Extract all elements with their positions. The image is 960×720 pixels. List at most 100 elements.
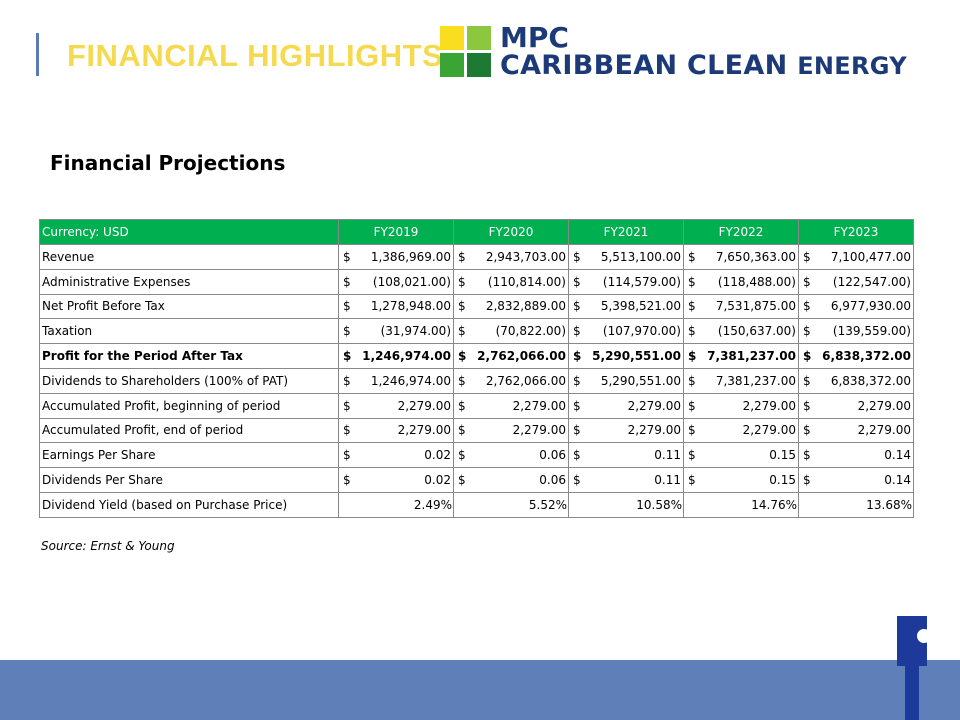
currency-symbol: $ (458, 423, 466, 438)
cell-content: $2,762,066.00 (454, 349, 568, 363)
logo-line-2-tail: ENERGY (797, 52, 907, 80)
table-row: Profit for the Period After Tax $1,246,97… (39, 343, 914, 369)
currency-symbol: $ (573, 249, 581, 264)
cell-content: $2,279.00 (569, 423, 683, 437)
row-label: Profit for the Period After Tax (39, 343, 339, 369)
cell-value: 2,279.00 (512, 398, 566, 413)
currency-symbol: $ (343, 448, 351, 463)
cell-content: $0.06 (454, 473, 568, 487)
logo-square-lightgreen (467, 26, 491, 50)
cell-value: 5,398,521.00 (600, 299, 681, 314)
cell-content: $1,386,969.00 (339, 250, 453, 264)
table-cell: 2.49% (338, 491, 454, 518)
currency-symbol: $ (458, 249, 466, 264)
cell-content: $2,832,889.00 (454, 299, 568, 313)
logo-text: MPC CARIBBEAN CLEAN ENERGY (500, 24, 907, 81)
cell-value: 1,278,948.00 (370, 299, 451, 314)
cell-value: 0.02 (424, 473, 451, 488)
cell-content: $0.02 (339, 448, 453, 462)
table-cell: $6,838,372.00 (798, 343, 914, 369)
cell-value: 0.15 (769, 448, 796, 463)
cell-content: $7,381,237.00 (684, 374, 798, 388)
cell-content: $2,279.00 (799, 423, 913, 437)
cell-value: 2,762,066.00 (477, 349, 566, 364)
cell-content: $ (114,579.00) (569, 275, 683, 289)
row-label: Revenue (39, 244, 339, 270)
currency-symbol: $ (573, 398, 581, 413)
cell-value: 0.11 (654, 473, 681, 488)
table-header-row: Currency: USD FY2019 FY2020 FY2021 FY202… (39, 219, 914, 245)
cell-value: 5.52% (528, 497, 567, 512)
table-cell: $7,381,237.00 (683, 367, 799, 394)
cell-value: 13.68% (866, 497, 912, 512)
table-cell: $1,386,969.00 (338, 244, 454, 270)
cell-content: $6,977,930.00 (799, 299, 913, 313)
cell-value: (114,579.00) (602, 274, 681, 289)
cell-value: (31,974.00) (380, 324, 451, 339)
year-header: FY2023 (798, 219, 914, 245)
row-label: Taxation (39, 318, 339, 345)
currency-symbol: $ (343, 249, 351, 264)
cell-value: 6,977,930.00 (830, 299, 911, 314)
cell-content: $5,398,521.00 (569, 299, 683, 313)
currency-symbol: $ (688, 448, 696, 463)
table-body: Revenue $1,386,969.00 $2,943,703.00 $5,513,… (39, 244, 914, 518)
footer-bar (0, 660, 960, 720)
year-header: FY2020 (453, 219, 569, 245)
table-cell: 5.52% (453, 491, 569, 518)
cell-value: 6,838,372.00 (830, 373, 911, 388)
table-cell: $0.11 (568, 467, 684, 493)
currency-symbol: $ (803, 423, 811, 438)
table-cell: $1,246,974.00 (338, 343, 454, 369)
cell-value: 2,279.00 (627, 398, 681, 413)
table-row: Net Profit Before Tax $1,278,948.00 $2,832… (39, 293, 914, 320)
section-title: Financial Projections (50, 151, 286, 175)
table-row: Dividends Per Share $0.02 $0.06 $0.11 $0.15 $… (39, 467, 914, 493)
table-cell: $ (118,488.00) (683, 268, 799, 295)
cell-value: 0.06 (539, 473, 566, 488)
row-label: Dividend Yield (based on Purchase Price) (39, 491, 339, 518)
table-row: Taxation $ (31,974.00) $ (70,822.00) $ (107,97… (39, 318, 914, 345)
cell-content: $0.14 (799, 448, 913, 462)
table-cell: $2,943,703.00 (453, 244, 569, 270)
cell-value: 0.14 (884, 473, 911, 488)
source-note: Source: Ernst & Young (41, 539, 175, 553)
currency-symbol: $ (688, 299, 696, 314)
table-cell: $5,398,521.00 (568, 293, 684, 320)
table-cell: $2,279.00 (798, 392, 914, 419)
cell-value: 5,290,551.00 (600, 373, 681, 388)
cell-content: $6,838,372.00 (799, 374, 913, 388)
cell-content: $5,513,100.00 (569, 250, 683, 264)
cell-content: $7,381,237.00 (684, 349, 798, 363)
currency-symbol: $ (343, 324, 351, 339)
cell-content: $7,650,363.00 (684, 250, 798, 264)
table-cell: $5,513,100.00 (568, 244, 684, 270)
currency-symbol: $ (688, 274, 696, 289)
year-header: FY2022 (683, 219, 799, 245)
year-header: FY2021 (568, 219, 684, 245)
table-row: Dividend Yield (based on Purchase Price)… (39, 491, 914, 518)
cell-content: $6,838,372.00 (799, 349, 913, 363)
table-cell: 14.76% (683, 491, 799, 518)
table-cell: $2,279.00 (683, 417, 799, 444)
cell-value: 6,838,372.00 (822, 349, 911, 364)
currency-symbol: $ (803, 398, 811, 413)
logo-square-darkgreen (467, 53, 491, 77)
cell-content: $7,100,477.00 (799, 250, 913, 264)
cell-value: 2.49% (413, 497, 452, 512)
currency-header: Currency: USD (39, 219, 339, 245)
table-row: Accumulated Profit, beginning of period $… (39, 392, 914, 419)
cell-content: $0.06 (454, 448, 568, 462)
table-cell: $0.15 (683, 442, 799, 469)
currency-symbol: $ (573, 349, 582, 364)
cell-value: (108,021.00) (372, 274, 451, 289)
page-title: FINANCIAL HIGHLIGHTS (67, 38, 444, 73)
table-cell: $7,100,477.00 (798, 244, 914, 270)
cell-value: 0.11 (654, 448, 681, 463)
table-cell: $ (139,559.00) (798, 318, 914, 345)
currency-symbol: $ (458, 373, 466, 388)
currency-symbol: $ (343, 423, 351, 438)
currency-symbol: $ (573, 373, 581, 388)
title-accent-bar (36, 33, 39, 76)
table-cell: $ (114,579.00) (568, 268, 684, 295)
